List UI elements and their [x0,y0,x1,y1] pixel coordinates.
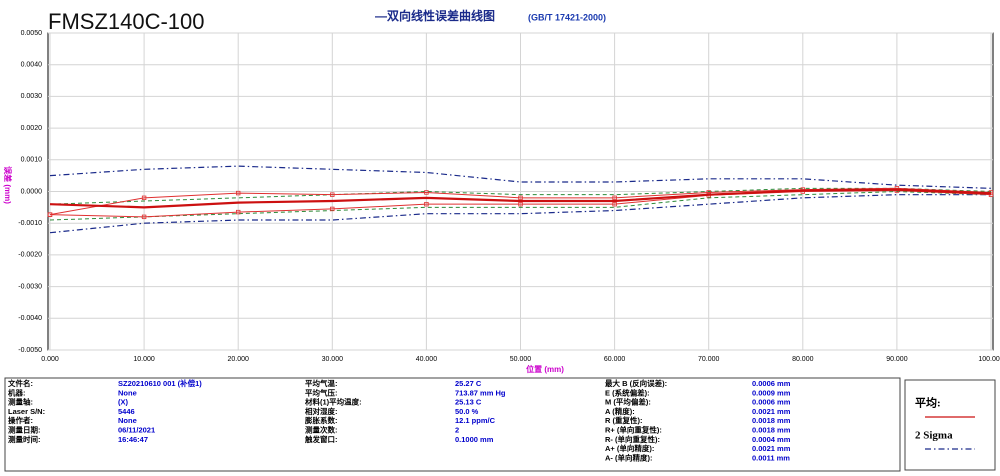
info-value: 16:46:47 [118,435,148,444]
info-value: 0.0009 mm [752,388,791,397]
y-axis-label: 误差 (mm) [3,166,13,204]
info-value: 12.1 ppm/C [455,416,496,425]
x-tick-label: 70.000 [698,356,720,363]
x-tick-label: 20.000 [227,356,249,363]
info-label: 最大 B (反向误差): [605,378,667,388]
x-tick-label: 10.000 [133,356,155,363]
x-axis-label: 位置 (mm) [526,364,564,374]
info-value: 5446 [118,407,135,416]
y-tick-label: -0.0040 [18,315,42,322]
y-tick-label: 0.0010 [21,157,43,164]
series-line [49,190,992,221]
info-value: 06/11/2021 [118,425,155,434]
legend-box [904,379,996,471]
info-value: 0.0021 mm [752,444,791,453]
info-label: 机器: [8,387,26,397]
x-tick-label: 30.000 [322,356,344,363]
point-marker [235,190,241,196]
legend-label: 平均: [915,396,941,410]
info-label: A+ (单向精度): [605,443,654,453]
point-marker [612,195,617,201]
info-label: Laser S/N: [8,407,45,416]
point-marker [141,195,147,201]
y-tick-label: 0.0050 [21,30,43,37]
x-tick-label: 80.000 [792,356,814,363]
point-marker [518,201,523,207]
x-tick-label: 100.000 [978,356,1000,363]
legend-label: 2 Sigma [915,430,953,442]
y-tick-label: 0.0000 [21,188,43,195]
point-marker [518,195,523,201]
info-label: 触发窗口: [305,434,338,444]
point-marker [424,190,429,195]
machine-name: FMSZ140C-100 [48,9,205,34]
y-tick-label: -0.0020 [18,252,42,259]
chart-standard: (GB/T 17421-2000) [528,12,606,22]
x-tick-label: 60.000 [604,356,626,363]
info-value: 25.13 C [455,398,482,407]
point-marker [424,201,429,207]
y-tick-label: -0.0010 [18,220,42,227]
x-tick-label: 90.000 [886,356,908,363]
info-label: 文件名: [8,378,33,388]
info-box [4,377,901,472]
info-label: E (系统偏差): [605,387,650,397]
info-label: 测量轴: [8,397,33,407]
point-marker [141,214,147,220]
info-value: 0.0018 mm [752,416,791,425]
info-value: None [118,416,137,425]
info-value: 0.1000 mm [455,435,494,444]
point-marker [330,192,335,197]
info-value: 0.0004 mm [752,435,791,444]
y-tick-label: 0.0030 [21,93,43,100]
y-tick-label: -0.0050 [18,347,42,354]
series-line [49,187,992,205]
point-marker [235,209,241,215]
info-label: 相对湿度: [305,406,338,416]
info-value: 50.0 % [455,407,479,416]
point-marker [47,212,53,217]
info-value: 0.0006 mm [752,379,791,388]
info-value: 0.0018 mm [752,425,791,434]
series-line [49,188,992,209]
info-value: 0.0011 mm [752,453,790,462]
info-label: 材料(1)平均温度: [305,397,362,407]
info-value: 0.0021 mm [752,407,791,416]
info-label: R- (单向重复性): [605,434,660,444]
info-label: R (重复性): [605,415,643,425]
info-label: 平均气温: [305,378,338,388]
point-marker [330,206,335,212]
x-tick-label: 40.000 [416,356,438,363]
series-line [49,194,991,234]
info-label: 平均气压: [305,387,338,397]
info-label: A- (单向精度): [605,452,653,462]
info-label: A (精度): [605,406,635,416]
info-value: 713.87 mm Hg [455,388,506,397]
info-label: 测量时间: [8,434,41,444]
info-value: 2 [455,425,459,434]
y-tick-label: -0.0030 [18,283,42,290]
chart-title: —双向线性误差曲线图 [375,8,495,23]
info-label: 膨胀系数: [304,415,338,425]
series-line [49,165,992,189]
info-value: 0.0006 mm [752,398,791,407]
info-label: 操作者: [8,415,33,425]
y-tick-label: 0.0040 [21,62,43,69]
info-value: (X) [118,398,129,407]
info-value: None [118,388,137,397]
info-label: M (平均偏差): [605,397,651,407]
info-label: 测量次数: [305,424,338,434]
info-label: R+ (单向重复性): [605,424,662,434]
info-label: 测量日期: [8,424,41,434]
y-tick-label: 0.0020 [21,125,43,132]
point-marker [612,201,617,207]
info-value: 25.27 C [455,379,482,388]
x-tick-label: 0.000 [41,356,59,363]
x-tick-label: 50.000 [510,356,532,363]
info-value: SZ20210610 001 (补偿1) [118,378,202,388]
